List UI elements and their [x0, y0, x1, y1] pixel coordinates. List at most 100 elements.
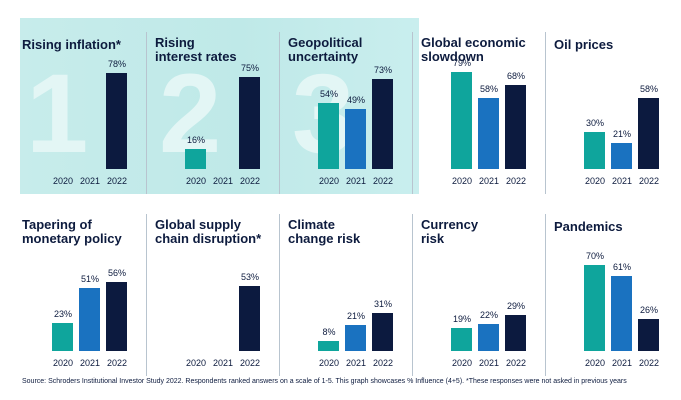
- value-label: 23%: [53, 309, 72, 319]
- x-tick-label: 2020: [584, 358, 606, 368]
- x-tick-label: 2022: [106, 358, 128, 368]
- bar-2020: [318, 103, 339, 169]
- panel-title: Rising interest rates: [155, 35, 237, 64]
- bar-2022: [505, 85, 526, 169]
- value-label: 22%: [479, 310, 498, 320]
- panel-divider: [412, 32, 413, 194]
- bar-2020: [52, 323, 73, 351]
- chart-panel: Oil prices 30% 2020 21% 2021 58% 2022: [545, 18, 674, 194]
- bar-2020: [451, 328, 472, 351]
- bar-2022: [372, 79, 393, 169]
- bar-2022: [505, 315, 526, 351]
- bar-2020: [185, 149, 206, 169]
- x-tick-label: 2020: [451, 176, 473, 186]
- value-label: 58%: [479, 84, 498, 94]
- x-tick-label: 2022: [239, 358, 261, 368]
- value-label: 8%: [322, 327, 336, 337]
- value-label: 19%: [452, 314, 471, 324]
- source-note: Source: Schroders Institutional Investor…: [22, 378, 627, 385]
- value-label: 78%: [107, 59, 126, 69]
- value-label: 31%: [373, 299, 392, 309]
- x-tick-label: 2022: [638, 358, 660, 368]
- x-tick-label: 2021: [345, 358, 367, 368]
- panel-title: Geopolitical uncertainty: [288, 35, 363, 64]
- bar-2020: [318, 341, 339, 351]
- chart-panel: Global supply chain disruption* 2020 2021 5…: [146, 200, 275, 376]
- value-label: 79%: [452, 58, 471, 68]
- x-tick-label: 2021: [212, 358, 234, 368]
- value-label: 16%: [186, 135, 205, 145]
- x-tick-label: 2021: [478, 176, 500, 186]
- x-tick-label: 2020: [185, 176, 207, 186]
- x-tick-label: 2020: [318, 358, 340, 368]
- bar-2022: [106, 282, 127, 351]
- x-tick-label: 2020: [52, 358, 74, 368]
- x-tick-label: 2020: [451, 358, 473, 368]
- bar-2021: [611, 276, 632, 351]
- panel-divider: [146, 32, 147, 194]
- bar-2022: [239, 77, 260, 169]
- x-tick-label: 2020: [52, 176, 74, 186]
- x-tick-label: 2021: [79, 176, 101, 186]
- bar-2020: [584, 265, 605, 351]
- x-tick-label: 2022: [638, 176, 660, 186]
- value-label: 49%: [346, 95, 365, 105]
- bar-2021: [79, 288, 100, 351]
- value-label: 29%: [506, 301, 525, 311]
- x-tick-label: 2022: [372, 358, 394, 368]
- chart-panel: 3Geopolitical uncertainty54%202049%20217…: [279, 18, 408, 194]
- value-label: 26%: [639, 305, 658, 315]
- chart-panel: 1 Rising inflation* 2020 2021 78% 2022: [22, 18, 142, 194]
- panel-divider: [279, 214, 280, 376]
- value-label: 58%: [639, 84, 658, 94]
- bar-2021: [478, 324, 499, 351]
- x-tick-label: 2022: [505, 176, 527, 186]
- chart-panel: Tapering of monetary policy 23% 2020 51% 202…: [22, 200, 142, 376]
- bar-2022: [106, 73, 127, 169]
- chart-panel: Currency risk 19% 2020 22% 2021 29% 2022: [412, 200, 541, 376]
- panel-title: Tapering of monetary policy: [22, 217, 122, 246]
- x-tick-label: 2021: [79, 358, 101, 368]
- chart-panel: Global economic slowdown 79% 2020 58% 2021 68…: [412, 18, 541, 194]
- chart-panel: Climate change risk 8% 2020 21% 2021 31% 2022: [279, 200, 408, 376]
- panel-title: Global supply chain disruption*: [155, 217, 262, 246]
- bar-2020: [451, 72, 472, 169]
- value-label: 53%: [240, 272, 259, 282]
- panel-title: Oil prices: [554, 37, 614, 52]
- value-label: 73%: [373, 65, 392, 75]
- bar-2022: [638, 98, 659, 169]
- panel-divider: [545, 214, 546, 376]
- chart-panel: Pandemics 70% 2020 61% 2021 26% 2022: [545, 200, 674, 376]
- x-tick-label: 2021: [478, 358, 500, 368]
- value-label: 56%: [107, 268, 126, 278]
- panel-divider: [412, 214, 413, 376]
- panel-divider: [545, 32, 546, 194]
- value-label: 21%: [612, 129, 631, 139]
- panel-title: Pandemics: [554, 219, 623, 234]
- value-label: 21%: [346, 311, 365, 321]
- x-tick-label: 2022: [372, 176, 394, 186]
- x-tick-label: 2022: [239, 176, 261, 186]
- panel-title: Currency risk: [421, 217, 479, 246]
- bar-2022: [372, 313, 393, 351]
- value-label: 30%: [585, 118, 604, 128]
- value-label: 61%: [612, 262, 631, 272]
- x-tick-label: 2021: [345, 176, 367, 186]
- x-tick-label: 2021: [611, 358, 633, 368]
- bar-2020: [584, 132, 605, 169]
- bar-2021: [611, 143, 632, 169]
- chart-panel: 2 Rising interest rates 16% 2020 2021 75% 2022: [146, 18, 275, 194]
- value-label: 70%: [585, 251, 604, 261]
- x-tick-label: 2020: [318, 176, 340, 186]
- value-label: 51%: [80, 274, 99, 284]
- x-tick-label: 2022: [106, 176, 128, 186]
- x-tick-label: 2020: [584, 176, 606, 186]
- bar-2021: [345, 325, 366, 351]
- value-label: 68%: [506, 71, 525, 81]
- x-tick-label: 2021: [212, 176, 234, 186]
- value-label: 75%: [240, 63, 259, 73]
- panel-title: Rising inflation*: [22, 37, 121, 52]
- value-label: 54%: [319, 89, 338, 99]
- x-tick-label: 2022: [505, 358, 527, 368]
- panel-divider: [146, 214, 147, 376]
